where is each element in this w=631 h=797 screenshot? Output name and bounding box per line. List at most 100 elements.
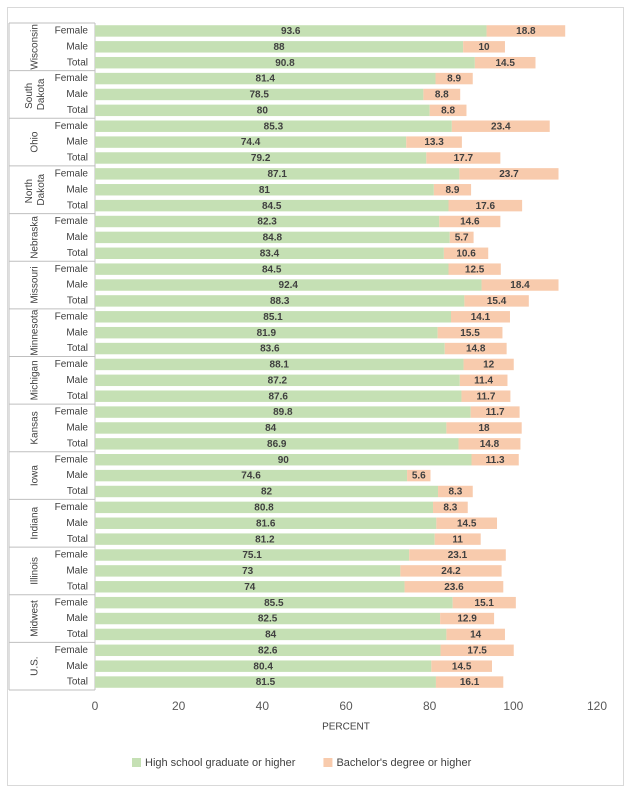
legend-label: High school graduate or higher — [145, 757, 296, 769]
legend-swatch — [132, 758, 141, 767]
data-label: 24.2 — [441, 566, 461, 577]
bar-segment — [407, 469, 431, 482]
bar-segment — [95, 533, 435, 545]
bar-segment — [95, 136, 407, 148]
bar-segment — [95, 676, 436, 688]
bar-segment — [463, 41, 505, 53]
data-label: 92.4 — [279, 280, 299, 291]
bar-segment — [95, 263, 449, 275]
data-label: 87.6 — [268, 391, 288, 402]
data-label: 23.1 — [448, 550, 468, 561]
category-label: Female — [55, 359, 89, 370]
category-label: Total — [67, 534, 88, 545]
bar-segment — [95, 469, 408, 482]
category-label: Male — [66, 137, 88, 148]
data-label: 82 — [261, 487, 273, 498]
data-label: 81 — [259, 185, 271, 196]
data-label: 81.4 — [256, 74, 276, 85]
bar-segment — [440, 644, 514, 657]
bar-segment — [459, 374, 508, 387]
bar-segment — [95, 628, 447, 641]
data-label: 11.3 — [486, 455, 505, 466]
group-label: Kansas — [30, 411, 41, 444]
data-label: 88.1 — [270, 360, 290, 371]
bar-segment — [400, 565, 502, 577]
x-tick-label: 120 — [587, 699, 607, 713]
bar-segment — [95, 342, 445, 355]
category-label: Total — [67, 248, 88, 259]
bar-segment — [95, 56, 475, 69]
bar-segment — [435, 676, 504, 688]
data-label: 74.6 — [241, 471, 261, 482]
bar-segment — [438, 485, 473, 498]
data-label: 88 — [274, 42, 286, 53]
data-label: 75.1 — [242, 550, 262, 561]
x-tick-label: 100 — [503, 699, 523, 713]
bar-segment — [446, 422, 522, 434]
category-label: Total — [67, 486, 88, 497]
bar-segment — [95, 485, 439, 498]
data-label: 18 — [478, 423, 490, 434]
bar-segment — [431, 660, 492, 672]
bar-segment — [95, 644, 441, 657]
category-label: Total — [67, 581, 88, 592]
data-label: 17.5 — [467, 645, 487, 656]
category-label: Total — [67, 391, 88, 402]
data-label: 73 — [242, 566, 254, 577]
data-label: 81.5 — [256, 677, 276, 688]
data-label: 87.1 — [267, 169, 287, 180]
bar-segment — [95, 184, 434, 196]
data-label: 23.6 — [444, 582, 464, 593]
data-label: 18.4 — [510, 280, 530, 291]
data-label: 80.8 — [254, 503, 274, 514]
bar-segment — [461, 390, 511, 402]
bar-segment — [437, 326, 503, 339]
data-label: 8.3 — [443, 503, 457, 514]
group-label: U.S. — [30, 656, 41, 675]
data-label: 14.6 — [460, 217, 480, 228]
data-label: 12.9 — [457, 614, 477, 625]
data-label: 74.4 — [241, 137, 261, 148]
data-label: 14 — [470, 630, 482, 641]
category-label: Male — [66, 327, 88, 338]
bar-segment — [95, 25, 487, 37]
category-label: Total — [67, 629, 88, 640]
data-label: 82.3 — [257, 217, 277, 228]
data-label: 5.7 — [455, 233, 469, 244]
data-label: 17.7 — [454, 153, 474, 164]
data-label: 10.6 — [456, 248, 476, 259]
bar-segment — [95, 660, 432, 672]
bar-segment — [95, 517, 437, 529]
bar-segment — [459, 168, 559, 180]
bar-segment — [95, 422, 447, 434]
bar-segment — [95, 311, 452, 323]
data-label: 87.2 — [268, 375, 288, 386]
category-label: Total — [67, 200, 88, 211]
category-label: Total — [67, 677, 88, 688]
data-label: 8.8 — [441, 105, 455, 116]
bar-segment — [95, 549, 410, 561]
category-label: Male — [66, 661, 88, 672]
category-label: Female — [55, 454, 89, 465]
bar-segment — [474, 56, 536, 69]
bar-segment — [439, 215, 501, 228]
bar-segment — [95, 374, 460, 387]
bar-segment — [95, 438, 459, 450]
data-label: 14.5 — [452, 661, 472, 672]
data-label: 8.9 — [447, 74, 461, 85]
bar-segment — [463, 358, 514, 371]
group-label: Minnesota — [30, 309, 41, 356]
bar-segment — [449, 231, 474, 244]
data-label: 88.3 — [270, 296, 290, 307]
data-label: 14.8 — [480, 439, 500, 450]
category-label: Female — [55, 73, 89, 84]
bar-segment — [95, 215, 440, 228]
bar-segment — [95, 581, 405, 593]
data-label: 84.5 — [262, 264, 282, 275]
x-tick-label: 60 — [339, 699, 353, 713]
bar-segment — [95, 565, 401, 577]
bar-segment — [451, 311, 510, 323]
data-label: 83.4 — [260, 248, 280, 259]
bar-segment — [440, 612, 495, 625]
